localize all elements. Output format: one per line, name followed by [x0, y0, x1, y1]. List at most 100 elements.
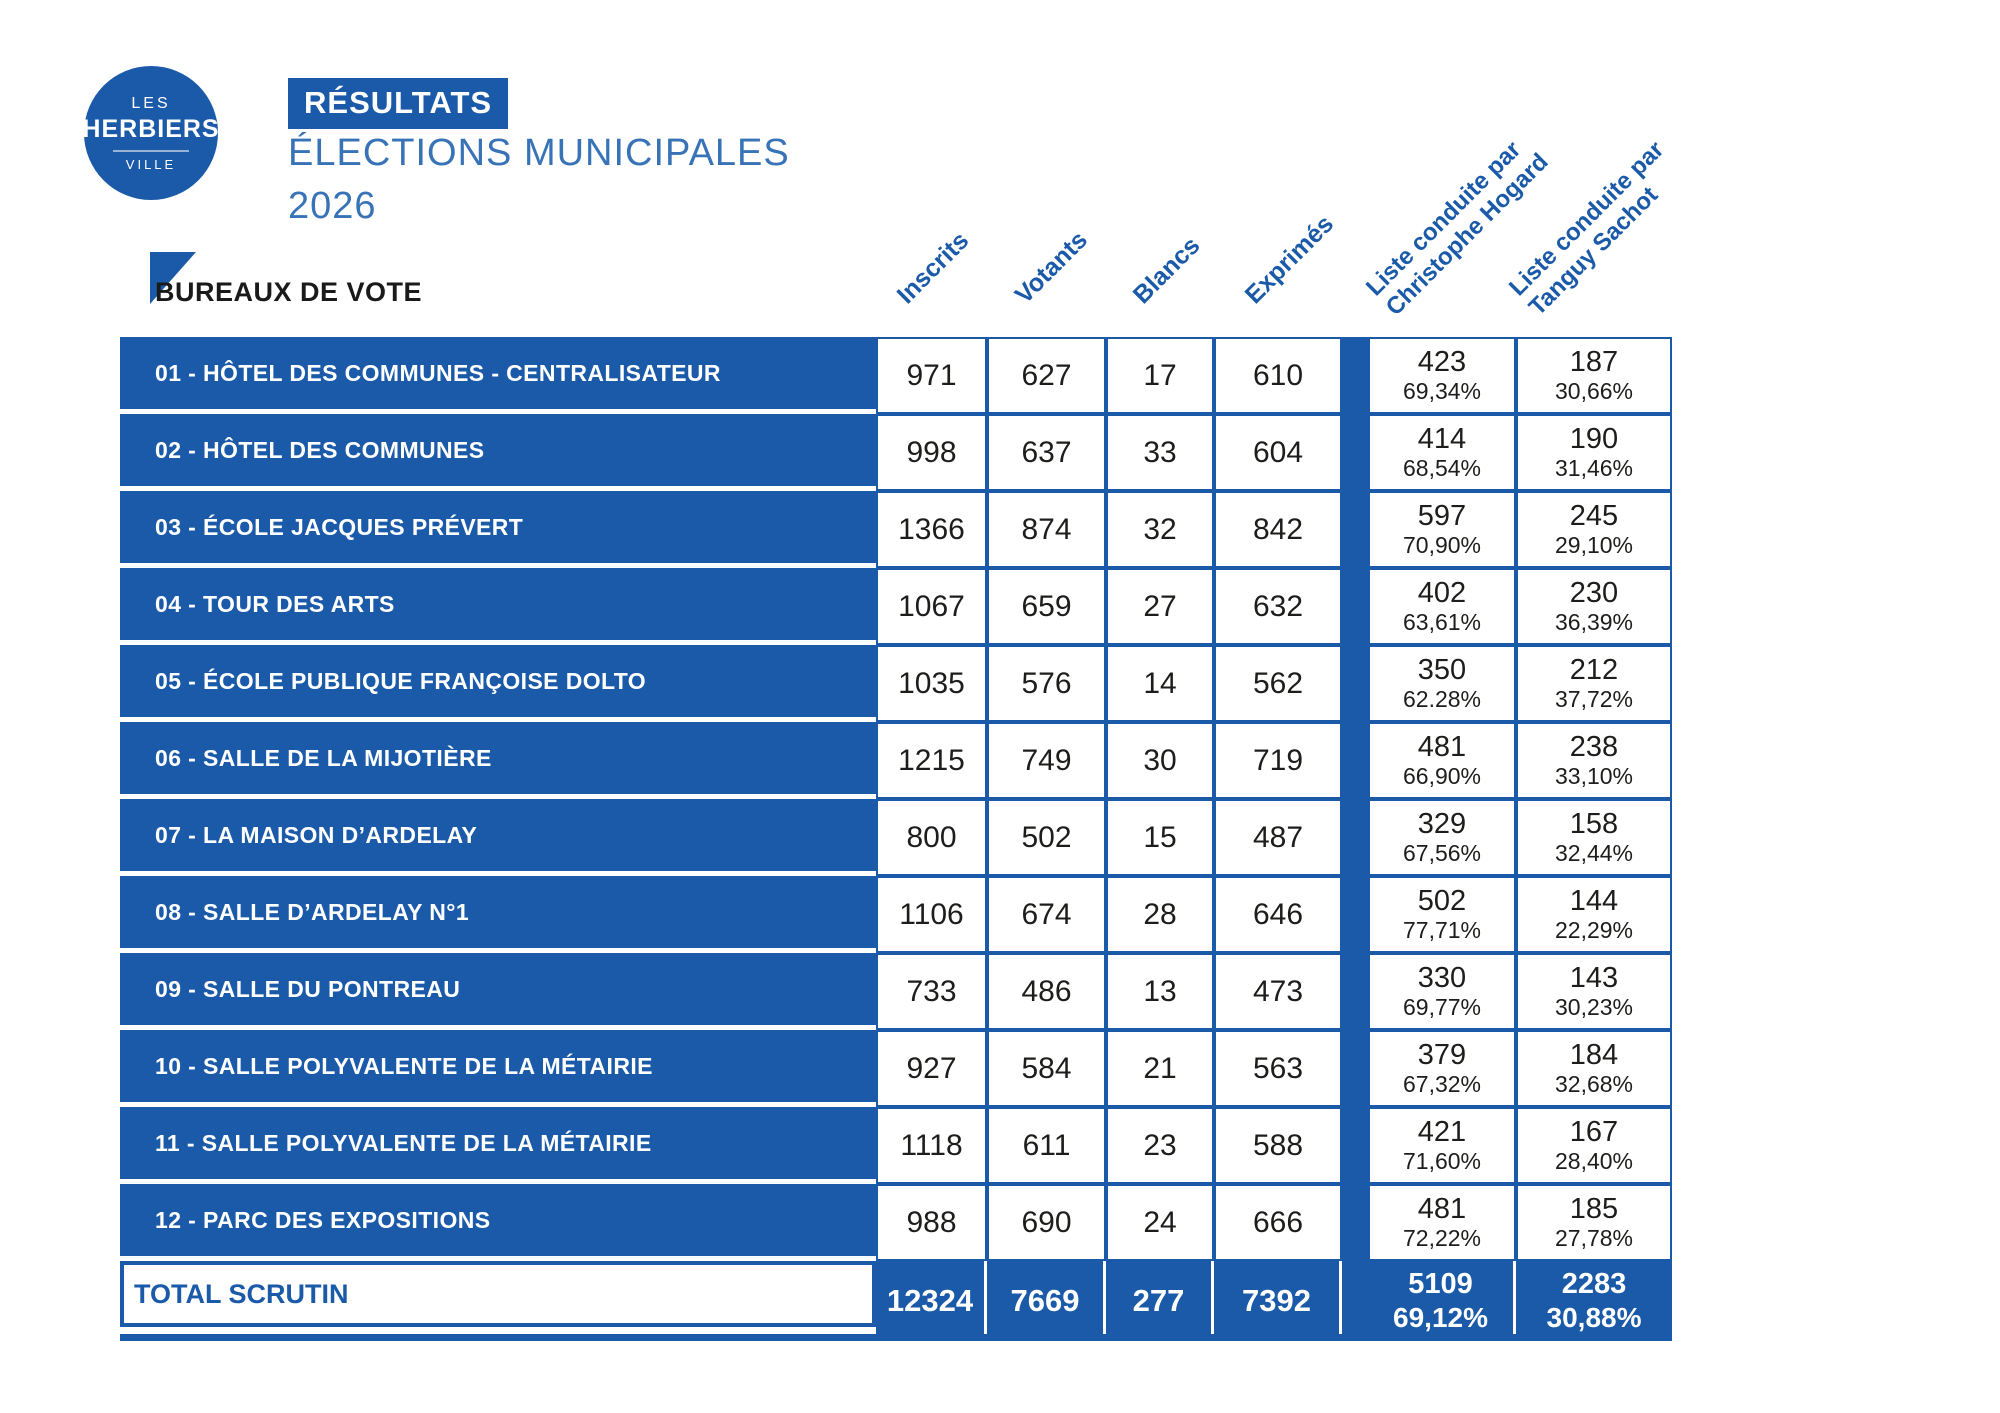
hogard-cell: 481 66,90%	[1368, 722, 1516, 799]
column-header-exprimes: Exprimés	[1239, 210, 1340, 310]
table-row: 10 - SALLE POLYVALENTE DE LA MÉTAIRIE 927…	[120, 1030, 1672, 1107]
table-row: 02 - HÔTEL DES COMMUNES 998 637 33 604 414 68,…	[120, 414, 1672, 491]
sachot-cell: 185 27,78%	[1516, 1184, 1672, 1261]
table-row: 08 - SALLE D’ARDELAY N°1 1106 674 28 646 502 7…	[120, 876, 1672, 953]
votants-cell: 637	[987, 414, 1106, 491]
sachot-cell: 238 33,10%	[1516, 722, 1672, 799]
station-cell: 02 - HÔTEL DES COMMUNES	[120, 414, 876, 491]
logo-bubble-tail	[150, 252, 196, 304]
total-sachot-count: 2283	[1561, 1268, 1627, 1301]
blancs-cell: 13	[1106, 953, 1214, 1030]
sachot-cell-pct: 32,44%	[1554, 839, 1633, 866]
hogard-cell-count: 481	[1417, 1193, 1467, 1226]
separator-cell	[1342, 953, 1368, 1030]
votants-cell: 576	[987, 645, 1106, 722]
hogard-cell: 597 70,90%	[1368, 491, 1516, 568]
hogard-cell: 402 63,61%	[1368, 568, 1516, 645]
logo-speech-bubble: LES HERBIERS VILLE	[82, 66, 220, 200]
blancs-cell: 28	[1106, 876, 1214, 953]
blancs-cell: 14	[1106, 645, 1214, 722]
total-label-cell: TOTAL SCRUTIN	[120, 1261, 876, 1327]
inscrits-cell: 998	[876, 414, 987, 491]
votants-cell: 749	[987, 722, 1106, 799]
exprimes-cell: 563	[1214, 1030, 1342, 1107]
total-separator-cell	[1342, 1261, 1368, 1341]
exprimes-cell: 632	[1214, 568, 1342, 645]
hogard-cell-count: 502	[1417, 885, 1467, 918]
sachot-cell-count: 238	[1569, 731, 1619, 764]
exprimes-cell: 842	[1214, 491, 1342, 568]
hogard-cell-pct: 72,22%	[1402, 1224, 1481, 1251]
blancs-cell: 23	[1106, 1107, 1214, 1184]
table-row: 11 - SALLE POLYVALENTE DE LA MÉTAIRIE 111…	[120, 1107, 1672, 1184]
sachot-cell-pct: 37,72%	[1554, 685, 1633, 712]
exprimes-cell: 666	[1214, 1184, 1342, 1261]
logo-text-les: LES	[131, 94, 171, 112]
hogard-cell: 350 62.28%	[1368, 645, 1516, 722]
station-cell: 03 - ÉCOLE JACQUES PRÉVERT	[120, 491, 876, 568]
sachot-cell-count: 143	[1569, 962, 1619, 995]
section-label-bureaux-de-vote: BUREAUX DE VOTE	[155, 277, 423, 307]
table-row: 07 - LA MAISON D’ARDELAY 800 502 15 487 329 67…	[120, 799, 1672, 876]
sachot-cell-count: 158	[1569, 808, 1619, 841]
hogard-cell-count: 421	[1417, 1116, 1467, 1149]
separator-cell	[1342, 1030, 1368, 1107]
logo-text-herbiers: HERBIERS	[82, 114, 220, 143]
exprimes-cell: 562	[1214, 645, 1342, 722]
sachot-cell-pct: 29,10%	[1554, 531, 1633, 558]
separator-cell	[1342, 722, 1368, 799]
column-header-blancs: Blancs	[1127, 231, 1206, 310]
votants-cell: 674	[987, 876, 1106, 953]
sachot-cell-pct: 31,46%	[1554, 454, 1633, 481]
hogard-cell-count: 350	[1417, 654, 1467, 687]
votants-cell: 627	[987, 337, 1106, 414]
hogard-cell-pct: 71,60%	[1402, 1147, 1481, 1174]
separator-cell	[1342, 414, 1368, 491]
blancs-cell: 17	[1106, 337, 1214, 414]
hogard-cell: 502 77,71%	[1368, 876, 1516, 953]
separator-cell	[1342, 876, 1368, 953]
votants-cell: 486	[987, 953, 1106, 1030]
hogard-cell: 330 69,77%	[1368, 953, 1516, 1030]
station-cell: 10 - SALLE POLYVALENTE DE LA MÉTAIRIE	[120, 1030, 876, 1107]
separator-cell	[1342, 645, 1368, 722]
hogard-cell-count: 330	[1417, 962, 1467, 995]
separator-cell	[1342, 491, 1368, 568]
logo-text-ville: VILLE	[125, 156, 177, 172]
separator-cell	[1342, 1107, 1368, 1184]
total-hogard-count: 5109	[1408, 1268, 1473, 1301]
votants-cell: 659	[987, 568, 1106, 645]
exprimes-cell: 473	[1214, 953, 1342, 1030]
table-row: 04 - TOUR DES ARTS 1067 659 27 632 402 63,61% 2…	[120, 568, 1672, 645]
inscrits-cell: 1035	[876, 645, 987, 722]
sachot-cell-pct: 33,10%	[1554, 762, 1633, 789]
total-blancs-cell: 277	[1106, 1261, 1214, 1341]
sachot-cell-count: 190	[1569, 423, 1619, 456]
separator-cell	[1342, 1184, 1368, 1261]
station-cell: 01 - HÔTEL DES COMMUNES - CENTRALISATEUR	[120, 337, 876, 414]
inscrits-cell: 988	[876, 1184, 987, 1261]
inscrits-cell: 1106	[876, 876, 987, 953]
table-row: 06 - SALLE DE LA MIJOTIÈRE 1215 749 30 719 48…	[120, 722, 1672, 799]
sachot-cell-count: 230	[1569, 577, 1619, 610]
total-exprimes-cell: 7392	[1214, 1261, 1342, 1341]
results-table: 01 - HÔTEL DES COMMUNES - CENTRALISATEUR…	[120, 337, 1672, 1341]
station-cell: 08 - SALLE D’ARDELAY N°1	[120, 876, 876, 953]
sachot-cell: 212 37,72%	[1516, 645, 1672, 722]
separator-cell	[1342, 337, 1368, 414]
blancs-cell: 21	[1106, 1030, 1214, 1107]
table-row: 01 - HÔTEL DES COMMUNES - CENTRALISATEUR…	[120, 337, 1672, 414]
votants-cell: 502	[987, 799, 1106, 876]
total-votants-cell: 7669	[987, 1261, 1106, 1341]
hogard-cell-pct: 66,90%	[1402, 762, 1481, 789]
column-header-votants: Votants	[1009, 226, 1093, 310]
station-cell: 11 - SALLE POLYVALENTE DE LA MÉTAIRIE	[120, 1107, 876, 1184]
logo-divider	[113, 149, 189, 152]
inscrits-cell: 1118	[876, 1107, 987, 1184]
blancs-cell: 24	[1106, 1184, 1214, 1261]
sachot-cell-count: 187	[1569, 346, 1619, 379]
hogard-cell-pct: 70,90%	[1402, 531, 1481, 558]
page-subtitle: ÉLECTIONS MUNICIPALES	[288, 132, 790, 174]
sachot-cell-pct: 22,29%	[1554, 916, 1633, 943]
votants-cell: 874	[987, 491, 1106, 568]
